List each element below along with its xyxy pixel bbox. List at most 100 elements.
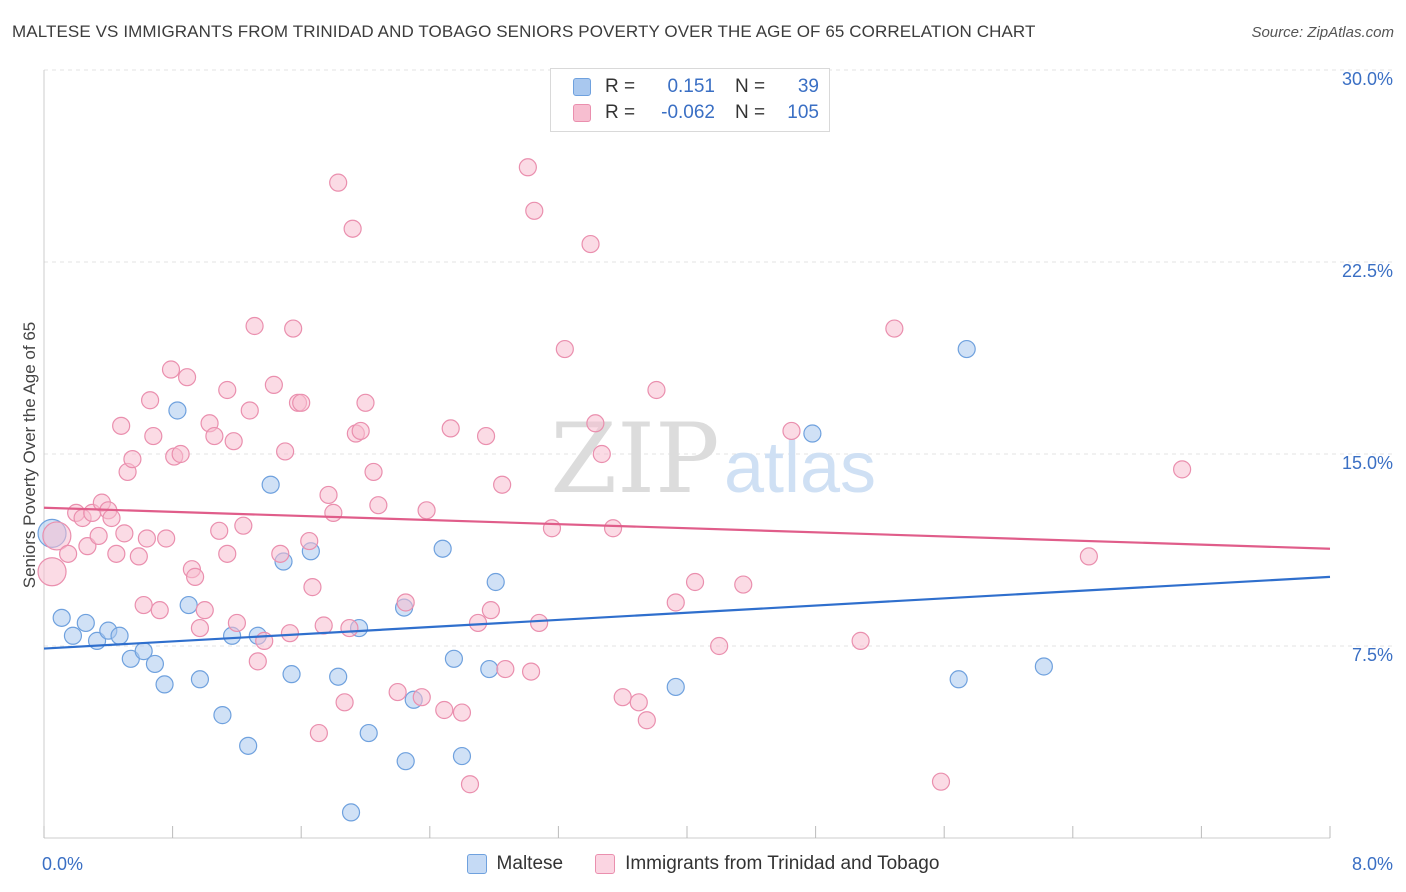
point-trinidad bbox=[271, 544, 290, 563]
point-trinidad bbox=[460, 775, 480, 794]
trend-lines bbox=[43, 506, 1331, 650]
data-points bbox=[37, 158, 1192, 822]
legend-n-label: N = bbox=[735, 76, 766, 97]
point-trinidad bbox=[496, 659, 515, 679]
point-trinidad bbox=[195, 601, 214, 620]
point-maltese bbox=[63, 626, 83, 645]
point-trinidad bbox=[112, 416, 131, 435]
point-maltese bbox=[396, 752, 415, 771]
tick-labels: 7.5% 15.0% 22.5% 30.0% 0.0% 8.0% bbox=[42, 69, 1393, 874]
point-trinidad bbox=[177, 368, 197, 387]
point-trinidad bbox=[435, 700, 454, 720]
point-trinidad bbox=[157, 529, 176, 548]
legend-row-trinidad: R = -0.062 N = 105 bbox=[573, 101, 819, 125]
y-tick-label: 15.0% bbox=[1342, 453, 1393, 473]
point-trinidad bbox=[1173, 460, 1192, 479]
point-trinidad bbox=[581, 234, 600, 254]
point-maltese bbox=[433, 539, 452, 558]
point-trinidad bbox=[115, 524, 134, 543]
point-trinidad bbox=[592, 444, 611, 464]
point-trinidad bbox=[42, 521, 72, 551]
point-trinidad bbox=[685, 572, 705, 592]
point-trinidad bbox=[335, 693, 354, 712]
point-trinidad bbox=[134, 595, 153, 615]
series-name-trinidad: Immigrants from Trinidad and Tobago bbox=[625, 853, 940, 874]
point-trinidad bbox=[324, 503, 343, 522]
chart-title: MALTESE VS IMMIGRANTS FROM TRINIDAD AND … bbox=[12, 22, 1036, 41]
legend-r-label: R = bbox=[605, 102, 636, 123]
point-trinidad bbox=[613, 688, 632, 707]
point-maltese bbox=[239, 736, 258, 755]
legend-row-maltese: R = 0.151 N = 39 bbox=[573, 75, 819, 99]
point-trinidad bbox=[647, 380, 666, 400]
point-maltese bbox=[949, 670, 968, 689]
trend-line-maltese bbox=[43, 575, 1331, 650]
point-maltese bbox=[957, 339, 976, 359]
point-maltese bbox=[110, 626, 129, 645]
point-trinidad bbox=[292, 393, 311, 412]
point-trinidad bbox=[144, 426, 163, 446]
point-trinidad bbox=[314, 616, 333, 635]
axes bbox=[43, 70, 1331, 839]
legend-r-value-trinidad: -0.062 bbox=[661, 102, 715, 123]
point-trinidad bbox=[245, 316, 264, 336]
point-trinidad bbox=[931, 772, 951, 791]
point-trinidad bbox=[1079, 547, 1098, 566]
legend-n-label: N = bbox=[735, 102, 766, 123]
point-trinidad bbox=[417, 501, 436, 520]
point-trinidad bbox=[140, 391, 160, 410]
trend-line-trinidad bbox=[43, 506, 1331, 550]
point-maltese bbox=[486, 572, 505, 592]
point-trinidad bbox=[521, 662, 541, 681]
point-trinidad bbox=[234, 516, 253, 535]
point-trinidad bbox=[129, 547, 148, 566]
point-trinidad bbox=[218, 544, 237, 563]
point-trinidad bbox=[186, 567, 205, 586]
point-maltese bbox=[155, 675, 174, 694]
point-maltese bbox=[190, 670, 210, 689]
point-trinidad bbox=[137, 529, 156, 548]
point-maltese bbox=[452, 746, 472, 766]
point-trinidad bbox=[518, 158, 537, 177]
legend-n-value-maltese: 39 bbox=[797, 76, 819, 97]
y-tick-label: 7.5% bbox=[1352, 645, 1393, 665]
point-trinidad bbox=[586, 414, 605, 433]
point-trinidad bbox=[218, 380, 237, 400]
point-trinidad bbox=[396, 593, 415, 612]
point-trinidad bbox=[782, 421, 801, 441]
point-trinidad bbox=[364, 462, 383, 482]
point-maltese bbox=[341, 803, 361, 822]
point-trinidad bbox=[530, 613, 549, 633]
point-trinidad bbox=[276, 442, 295, 461]
point-maltese bbox=[179, 595, 198, 615]
point-trinidad bbox=[107, 544, 126, 563]
legend-swatch-maltese bbox=[573, 78, 591, 96]
point-trinidad bbox=[37, 557, 67, 587]
point-trinidad bbox=[264, 375, 283, 394]
gridlines bbox=[44, 69, 1394, 647]
point-maltese bbox=[261, 475, 280, 494]
point-maltese bbox=[480, 659, 499, 679]
point-trinidad bbox=[284, 319, 303, 338]
point-maltese bbox=[359, 723, 378, 743]
point-trinidad bbox=[343, 219, 362, 238]
point-trinidad bbox=[356, 393, 375, 412]
series-legend-trinidad[interactable]: Immigrants from Trinidad and Tobago bbox=[595, 853, 939, 875]
point-trinidad bbox=[280, 624, 300, 643]
point-maltese bbox=[145, 654, 165, 674]
point-maltese bbox=[213, 706, 232, 725]
point-maltese bbox=[168, 401, 187, 420]
series-legend: Maltese Immigrants from Trinidad and Tob… bbox=[0, 852, 1406, 876]
x-tick-label: 8.0% bbox=[1352, 854, 1393, 874]
point-trinidad bbox=[171, 444, 190, 464]
watermark-atlas: atlas bbox=[724, 428, 876, 508]
point-trinidad bbox=[351, 421, 370, 441]
point-trinidad bbox=[319, 485, 338, 505]
point-trinidad bbox=[102, 508, 121, 528]
point-trinidad bbox=[309, 723, 328, 743]
series-legend-maltese[interactable]: Maltese bbox=[466, 853, 563, 875]
point-maltese bbox=[666, 677, 685, 697]
point-trinidad bbox=[481, 601, 500, 620]
point-trinidad bbox=[555, 339, 574, 359]
point-trinidad bbox=[629, 693, 648, 712]
